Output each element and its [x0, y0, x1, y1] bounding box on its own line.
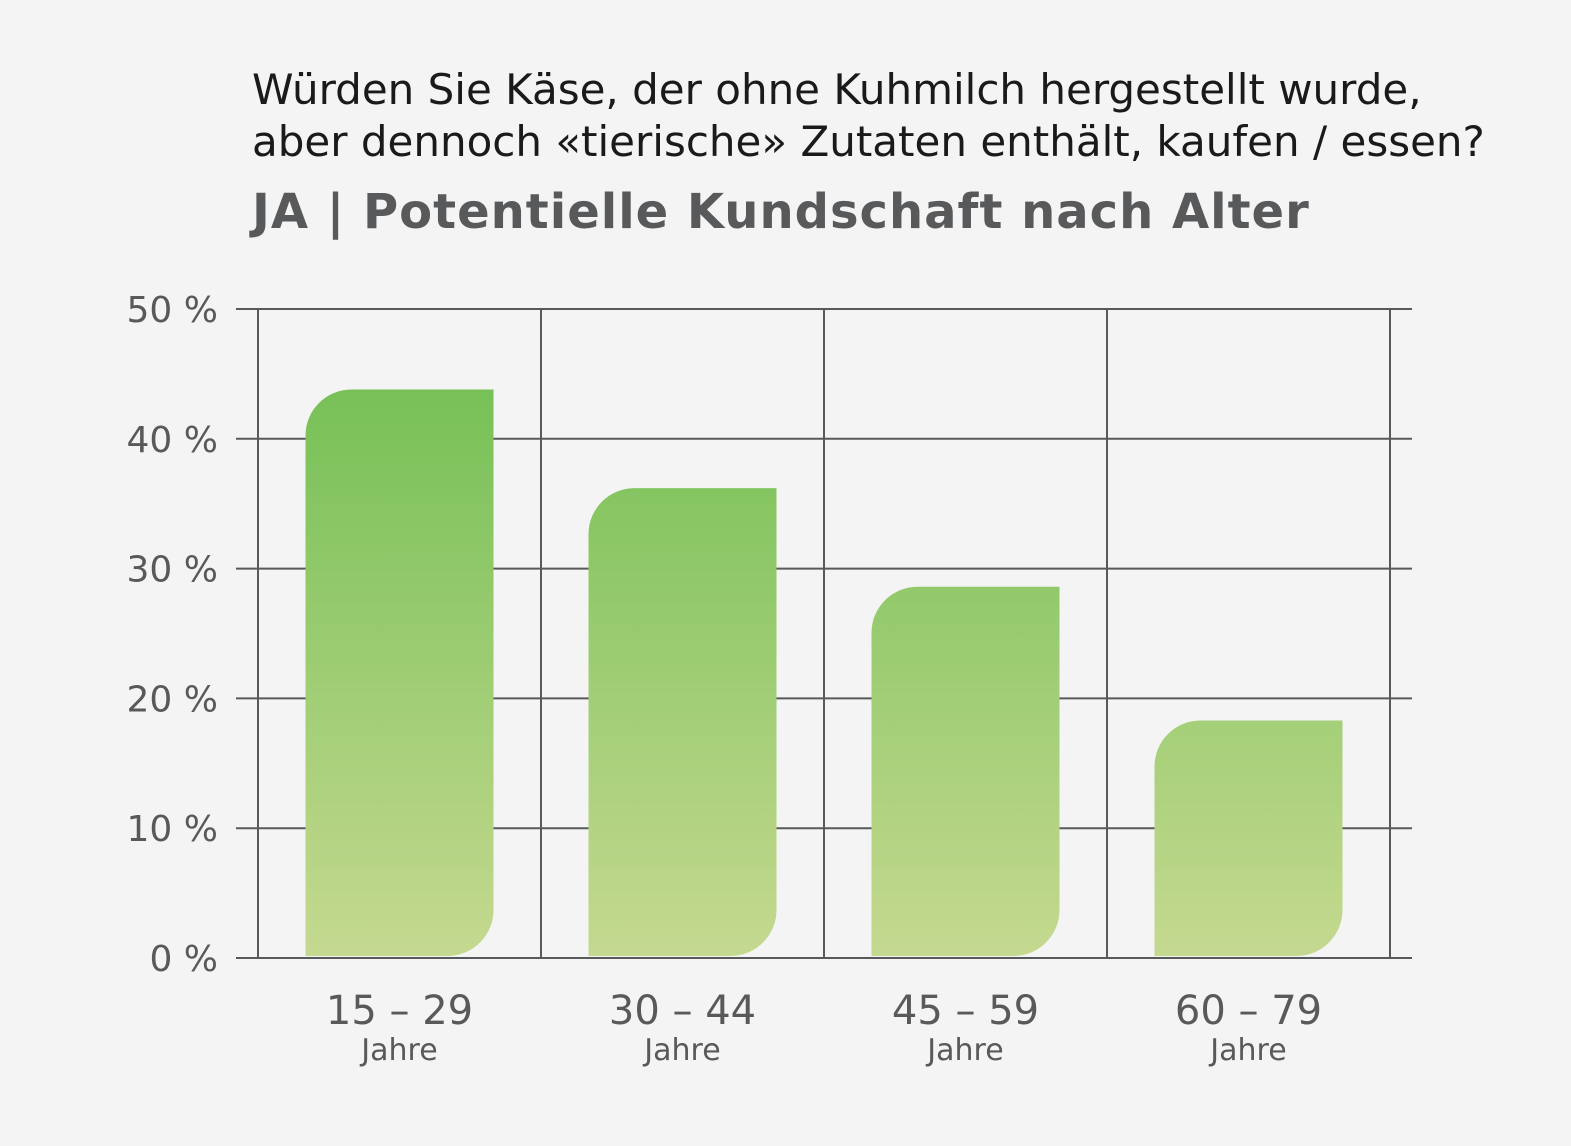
bar	[1154, 720, 1343, 956]
y-tick-label: 40 %	[127, 420, 218, 461]
question-line-2: aber dennoch «tierische» Zutaten enthält…	[252, 117, 1485, 166]
x-category-sublabel: Jahre	[359, 1033, 437, 1068]
x-category-sublabel: Jahre	[925, 1033, 1003, 1068]
y-tick-label: 10 %	[127, 809, 218, 850]
chart-question: Würden Sie Käse, der ohne Kuhmilch herge…	[252, 64, 1512, 168]
x-category-label: 45 – 59	[892, 988, 1039, 1034]
y-tick-label: 20 %	[127, 679, 218, 720]
x-category-label: 30 – 44	[609, 988, 756, 1034]
y-tick-label: 0 %	[149, 939, 218, 980]
x-category-sublabel: Jahre	[642, 1033, 720, 1068]
x-category-label: 15 – 29	[326, 988, 473, 1034]
bar	[871, 586, 1060, 956]
chart-subtitle: JA | Potentielle Kundschaft nach Alter	[252, 184, 1310, 240]
bar	[305, 389, 494, 956]
x-category-sublabel: Jahre	[1208, 1033, 1286, 1068]
y-tick-label: 50 %	[127, 290, 218, 331]
bar	[588, 488, 777, 956]
bars	[305, 389, 1343, 956]
question-line-1: Würden Sie Käse, der ohne Kuhmilch herge…	[252, 65, 1422, 114]
y-tick-label: 30 %	[127, 550, 218, 591]
x-category-label: 60 – 79	[1175, 988, 1322, 1034]
